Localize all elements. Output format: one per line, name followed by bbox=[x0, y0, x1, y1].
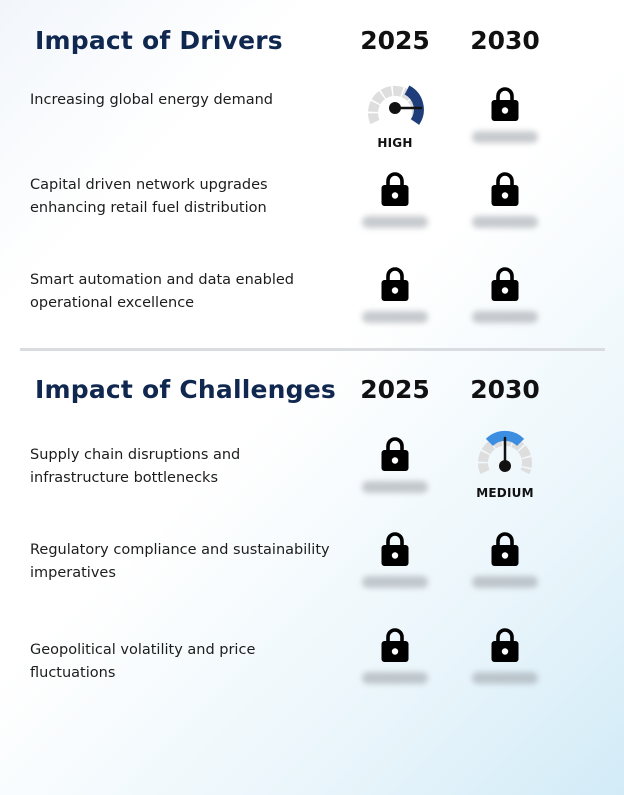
drivers-year-2025: 2025 bbox=[360, 26, 430, 55]
blurred-value bbox=[362, 311, 428, 323]
lock-icon bbox=[491, 628, 519, 662]
driver-row-label: Increasing global energy demand bbox=[30, 92, 273, 108]
driver-1-2030-cell[interactable] bbox=[450, 86, 560, 166]
driver-3-2025-cell[interactable] bbox=[340, 266, 450, 346]
blurred-value bbox=[472, 311, 538, 323]
lock-icon bbox=[381, 437, 409, 471]
lock-icon bbox=[381, 532, 409, 566]
challenge-row-label: Geopolitical volatility and price fluctu… bbox=[30, 642, 256, 681]
blurred-value bbox=[472, 576, 538, 588]
blurred-value bbox=[362, 672, 428, 684]
challenge-row-label: Regulatory compliance and sustainability… bbox=[30, 542, 330, 581]
blurred-value bbox=[362, 481, 428, 493]
driver-2-2025-cell[interactable] bbox=[340, 171, 450, 251]
lock-icon bbox=[381, 267, 409, 301]
challenge-2-2025-cell[interactable] bbox=[340, 531, 450, 611]
gauge-icon bbox=[368, 85, 424, 125]
level-label: MEDIUM bbox=[476, 486, 534, 500]
blurred-value bbox=[362, 216, 428, 228]
lock-icon bbox=[381, 172, 409, 206]
section-divider bbox=[20, 348, 605, 351]
blurred-value bbox=[362, 576, 428, 588]
lock-icon bbox=[491, 532, 519, 566]
drivers-title: Impact of Drivers bbox=[35, 26, 283, 55]
challenge-3-2025-cell[interactable] bbox=[340, 627, 450, 707]
challenge-row-label: Supply chain disruptions and infrastruct… bbox=[30, 447, 241, 486]
blurred-value bbox=[472, 131, 538, 143]
blurred-value bbox=[472, 216, 538, 228]
lock-icon bbox=[491, 172, 519, 206]
driver-3-2030-cell[interactable] bbox=[450, 266, 560, 346]
challenges-year-2030: 2030 bbox=[470, 375, 540, 404]
challenges-title: Impact of Challenges bbox=[35, 375, 336, 404]
lock-icon bbox=[381, 628, 409, 662]
lock-icon bbox=[491, 267, 519, 301]
driver-row-label: Smart automation and data enabled operat… bbox=[30, 272, 295, 311]
level-label: HIGH bbox=[377, 136, 413, 150]
blurred-value bbox=[472, 672, 538, 684]
driver-2-2030-cell[interactable] bbox=[450, 171, 560, 251]
challenges-year-2025: 2025 bbox=[360, 375, 430, 404]
driver-row-label: Capital driven network upgrades enhancin… bbox=[30, 177, 268, 216]
driver-1-2025-cell: HIGH bbox=[340, 78, 450, 158]
lock-icon bbox=[491, 87, 519, 121]
challenge-2-2030-cell[interactable] bbox=[450, 531, 560, 611]
gauge-icon bbox=[478, 430, 532, 475]
challenge-1-2030-cell: MEDIUM bbox=[450, 428, 560, 508]
challenge-3-2030-cell[interactable] bbox=[450, 627, 560, 707]
challenge-1-2025-cell[interactable] bbox=[340, 436, 450, 516]
drivers-year-2030: 2030 bbox=[470, 26, 540, 55]
